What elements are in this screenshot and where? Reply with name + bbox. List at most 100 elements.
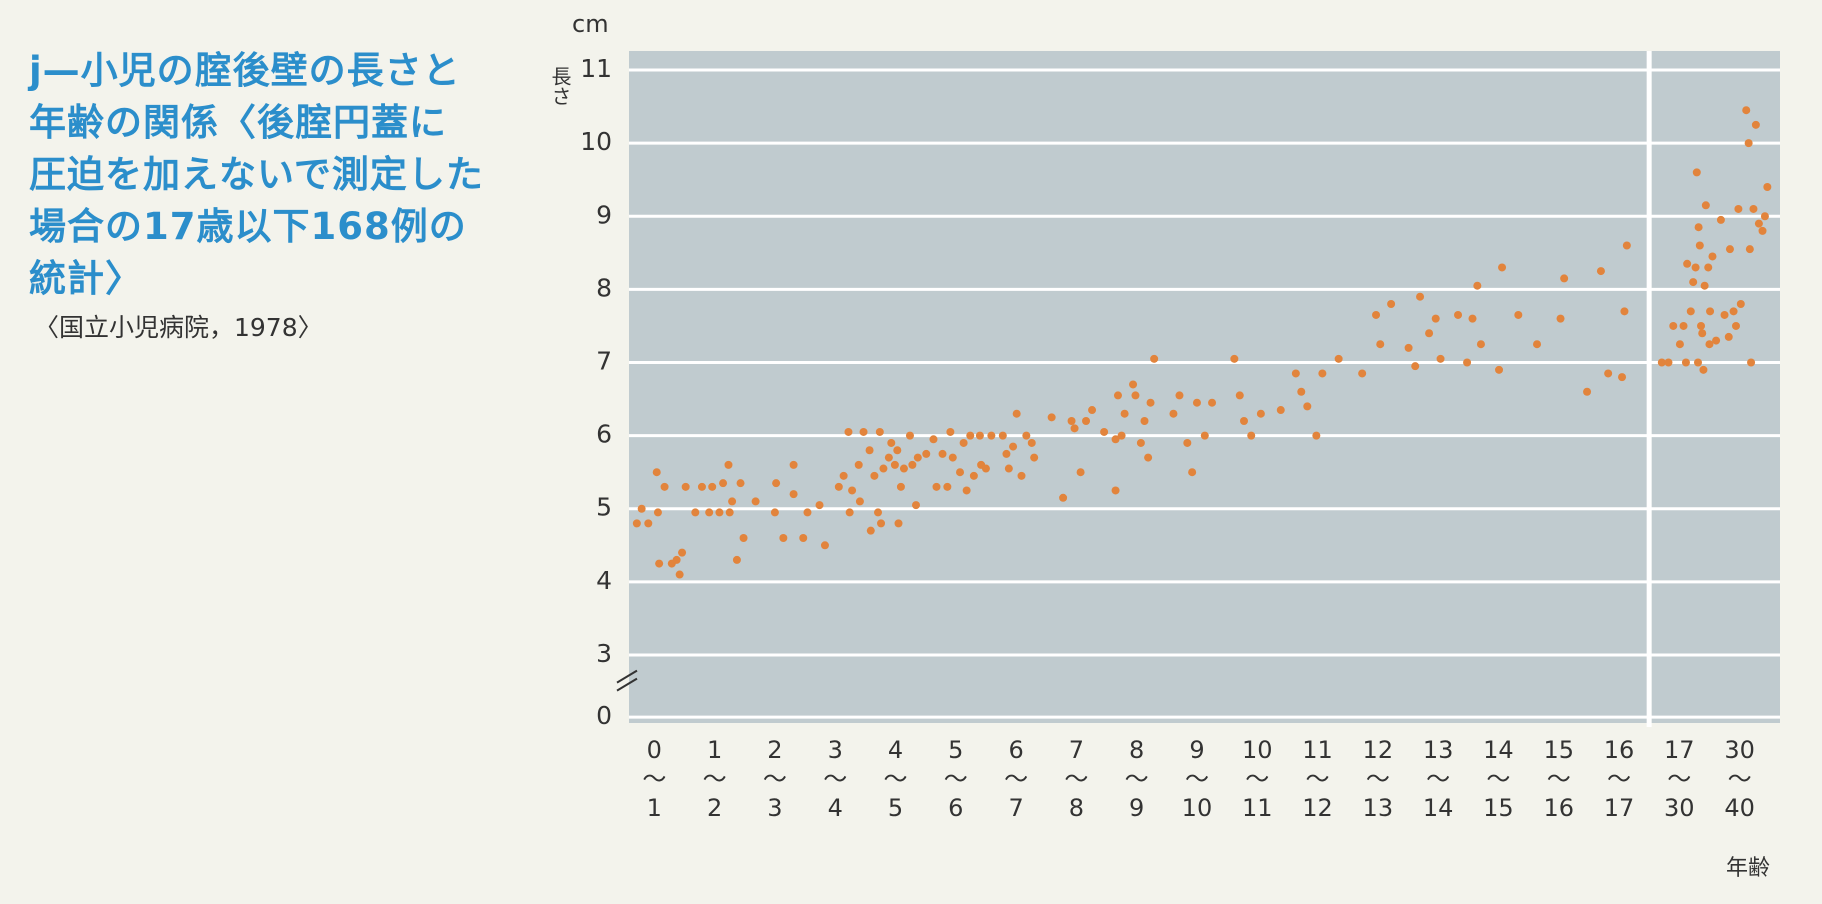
point bbox=[770, 508, 779, 517]
point bbox=[644, 519, 653, 528]
point bbox=[637, 504, 646, 513]
point bbox=[946, 427, 955, 436]
point bbox=[1425, 329, 1434, 338]
point bbox=[1742, 106, 1751, 115]
point bbox=[913, 453, 922, 462]
point bbox=[789, 460, 798, 469]
point bbox=[1312, 431, 1321, 440]
point bbox=[1387, 300, 1396, 309]
point bbox=[1731, 321, 1740, 330]
point bbox=[820, 541, 829, 550]
y-axis-label: 長さ bbox=[548, 66, 572, 106]
point bbox=[697, 482, 706, 491]
point bbox=[962, 486, 971, 495]
point bbox=[1416, 292, 1425, 301]
point bbox=[1088, 406, 1097, 415]
point bbox=[1030, 453, 1039, 462]
point bbox=[1700, 281, 1709, 290]
point bbox=[678, 548, 687, 557]
point bbox=[1012, 409, 1021, 418]
point bbox=[1017, 471, 1026, 480]
point bbox=[1111, 435, 1120, 444]
point bbox=[855, 497, 864, 506]
point bbox=[1208, 398, 1217, 407]
x-tick-label: 10 〜 11 bbox=[1241, 736, 1273, 822]
point bbox=[877, 519, 886, 528]
point bbox=[1256, 409, 1265, 418]
point bbox=[708, 482, 717, 491]
point bbox=[1297, 387, 1306, 396]
x-tick-label: 7 〜 8 bbox=[1064, 736, 1089, 822]
point bbox=[1583, 387, 1592, 396]
point bbox=[1239, 417, 1248, 426]
point bbox=[1463, 358, 1472, 367]
point bbox=[779, 533, 788, 542]
axis-break bbox=[616, 677, 638, 692]
point bbox=[1334, 354, 1343, 363]
point bbox=[1514, 310, 1523, 319]
point bbox=[1059, 493, 1068, 502]
point bbox=[1763, 183, 1772, 192]
point bbox=[1004, 464, 1013, 473]
point bbox=[834, 482, 843, 491]
point bbox=[1027, 438, 1036, 447]
point bbox=[1675, 340, 1684, 349]
point bbox=[652, 468, 661, 477]
point bbox=[1276, 406, 1285, 415]
y-tick-label: 6 bbox=[596, 420, 612, 449]
x-tick-label: 11 〜 12 bbox=[1302, 736, 1333, 822]
x-tick-label: 4 〜 5 bbox=[883, 736, 908, 822]
point bbox=[1192, 398, 1201, 407]
x-tick-label: 3 〜 4 bbox=[823, 736, 848, 822]
point bbox=[975, 431, 984, 440]
point bbox=[815, 501, 824, 510]
point bbox=[1070, 424, 1079, 433]
point bbox=[1736, 300, 1745, 309]
point bbox=[1751, 120, 1760, 129]
point bbox=[1454, 310, 1463, 319]
point bbox=[870, 471, 879, 480]
point bbox=[948, 453, 957, 462]
point bbox=[772, 479, 781, 488]
point bbox=[1183, 438, 1192, 447]
point bbox=[1689, 278, 1698, 287]
point bbox=[875, 427, 884, 436]
x-tick-label: 16 〜 17 bbox=[1603, 736, 1635, 822]
point bbox=[1533, 340, 1542, 349]
y-tick-label: 11 bbox=[580, 54, 612, 83]
point bbox=[1556, 314, 1565, 323]
point bbox=[932, 482, 941, 491]
point bbox=[893, 446, 902, 455]
point bbox=[1291, 369, 1300, 378]
point bbox=[1604, 369, 1613, 378]
point bbox=[1120, 409, 1129, 418]
point bbox=[1701, 201, 1710, 210]
point bbox=[981, 464, 990, 473]
point bbox=[1082, 417, 1091, 426]
point bbox=[1129, 380, 1138, 389]
point bbox=[1679, 321, 1688, 330]
point bbox=[1473, 281, 1482, 290]
x-axis-label: 年齢 bbox=[1726, 856, 1771, 881]
point bbox=[1131, 391, 1140, 400]
point bbox=[1358, 369, 1367, 378]
point bbox=[1009, 442, 1018, 451]
point bbox=[1376, 340, 1385, 349]
point bbox=[1712, 336, 1721, 345]
point bbox=[1117, 431, 1126, 440]
point bbox=[653, 508, 662, 517]
axis-break bbox=[616, 669, 638, 684]
x-tick-label: 13 〜 14 bbox=[1422, 736, 1454, 822]
point bbox=[1620, 307, 1629, 316]
point bbox=[1681, 358, 1690, 367]
point bbox=[908, 460, 917, 469]
point bbox=[632, 519, 641, 528]
x-tick-label: 5 〜 6 bbox=[943, 736, 968, 822]
point bbox=[1725, 245, 1734, 254]
point bbox=[715, 508, 724, 517]
point bbox=[1694, 358, 1703, 367]
point bbox=[1022, 431, 1031, 440]
point bbox=[1596, 267, 1605, 276]
point bbox=[751, 497, 760, 506]
